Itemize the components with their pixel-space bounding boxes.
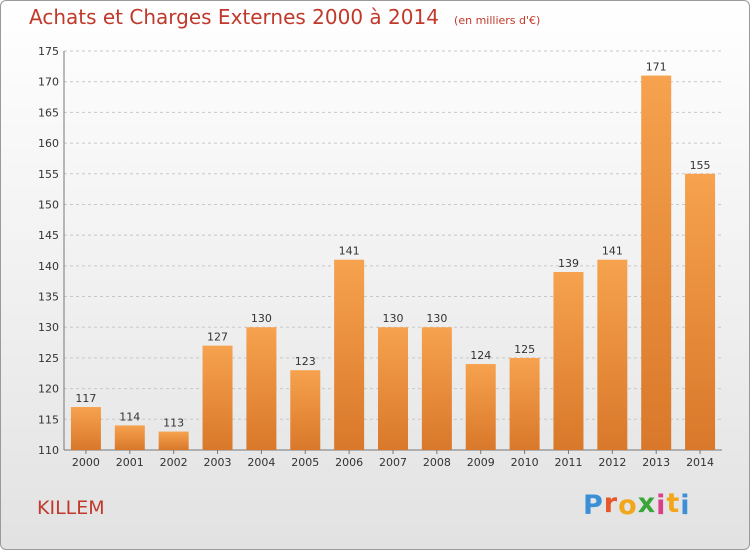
x-tick-label: 2005: [291, 456, 319, 469]
bar-value-label: 123: [295, 355, 316, 368]
bar-value-label: 139: [558, 257, 579, 270]
bar-value-label: 130: [426, 312, 447, 325]
x-tick-label: 2009: [467, 456, 495, 469]
proxiti-logo: Proxiti: [583, 488, 691, 521]
logo-letter: x: [637, 488, 657, 519]
bar: [70, 407, 101, 450]
chart-unit: (en milliers d'€): [454, 14, 541, 27]
x-tick-label: 2002: [160, 456, 188, 469]
logo-letter: o: [618, 490, 638, 521]
bar-value-label: 155: [690, 159, 711, 172]
x-tick-label: 2010: [511, 456, 539, 469]
commune-name: KILLEM: [37, 497, 105, 519]
y-tick-label: 115: [38, 413, 59, 426]
bar: [378, 327, 408, 450]
bar: [421, 327, 452, 450]
x-tick-label: 2011: [554, 456, 582, 469]
bar-value-label: 114: [119, 410, 140, 423]
x-tick-label: 2008: [423, 456, 451, 469]
bar-value-label: 113: [163, 417, 184, 430]
bar: [290, 370, 321, 450]
bar: [641, 75, 672, 451]
bar-value-label: 141: [602, 245, 623, 258]
bar: [158, 431, 189, 450]
logo-letter: i: [656, 490, 667, 521]
x-tick-label: 2001: [116, 456, 144, 469]
bar: [597, 259, 628, 450]
bar-value-label: 117: [75, 392, 96, 405]
y-tick-label: 155: [38, 168, 59, 181]
y-tick-label: 120: [38, 383, 59, 396]
bar-value-label: 171: [646, 61, 667, 74]
bar-value-label: 127: [207, 331, 228, 344]
bar: [246, 327, 277, 450]
x-tick-label: 2012: [598, 456, 626, 469]
bar-value-label: 130: [251, 312, 272, 325]
bar: [202, 345, 233, 450]
y-tick-label: 170: [38, 76, 59, 89]
y-tick-label: 145: [38, 229, 59, 242]
x-tick-label: 2000: [72, 456, 100, 469]
y-tick-label: 150: [38, 198, 59, 211]
y-tick-label: 140: [38, 260, 59, 273]
y-tick-label: 110: [38, 444, 59, 457]
y-tick-label: 165: [38, 106, 59, 119]
bar: [114, 425, 145, 450]
x-tick-label: 2006: [335, 456, 363, 469]
y-tick-label: 175: [38, 45, 59, 58]
y-tick-label: 130: [38, 321, 59, 334]
bar-value-label: 124: [470, 349, 491, 362]
logo-letter: r: [603, 488, 619, 519]
x-tick-label: 2013: [642, 456, 670, 469]
logo-letter: P: [583, 490, 604, 521]
bar: [334, 259, 365, 450]
x-tick-label: 2014: [686, 456, 714, 469]
bar-value-label: 141: [339, 245, 360, 258]
logo-letter: i: [680, 490, 691, 521]
bar: [553, 271, 584, 450]
title-row: Achats et Charges Externes 2000 à 2014 (…: [29, 5, 540, 29]
bar-value-label: 125: [514, 343, 535, 356]
chart-title: Achats et Charges Externes 2000 à 2014: [29, 5, 439, 29]
bar: [685, 173, 716, 450]
bar: [465, 364, 496, 450]
logo-letter: t: [666, 488, 681, 519]
bar-value-label: 130: [383, 312, 404, 325]
x-tick-label: 2007: [379, 456, 407, 469]
y-tick-label: 160: [38, 137, 59, 150]
x-tick-label: 2003: [204, 456, 232, 469]
x-tick-label: 2004: [247, 456, 275, 469]
y-tick-label: 135: [38, 291, 59, 304]
y-tick-label: 125: [38, 352, 59, 365]
bar: [509, 357, 540, 450]
